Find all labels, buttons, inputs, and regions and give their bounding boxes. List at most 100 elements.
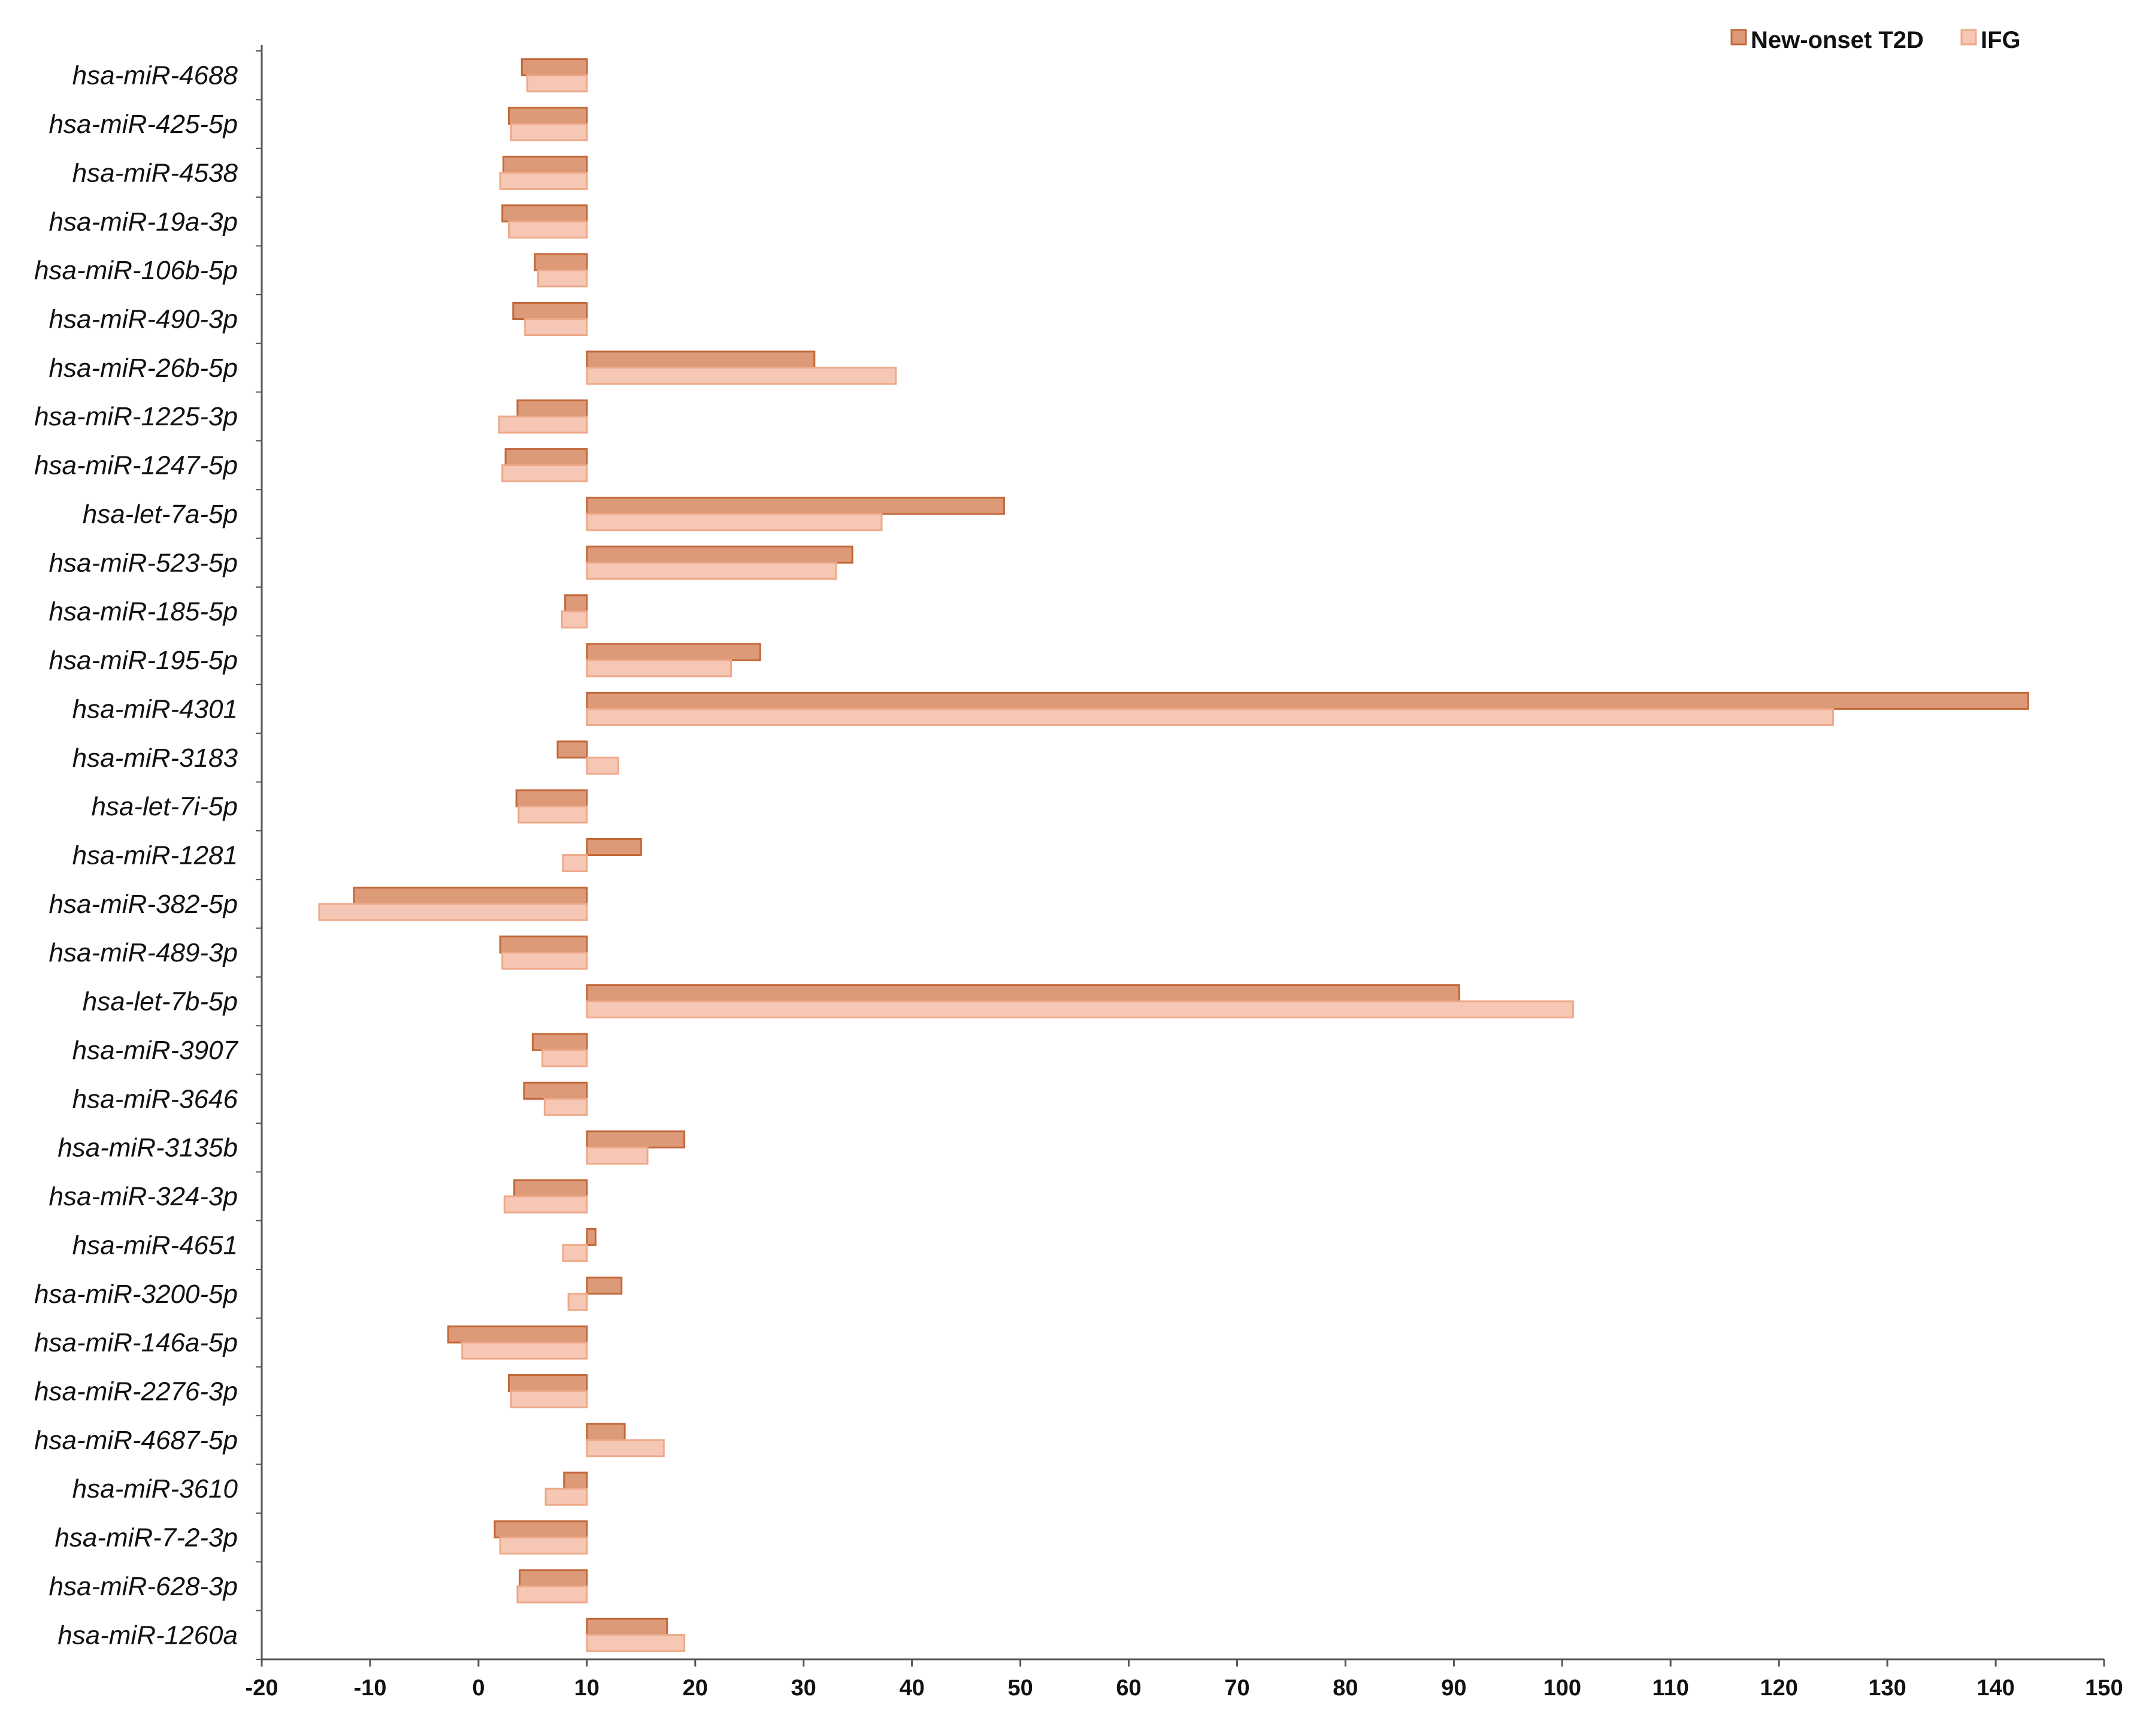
bar-ifg-hsa-mir-3646	[543, 1097, 588, 1116]
x-tick-label-40: 40	[899, 1675, 924, 1701]
bar-new-onset-t2d-hsa-mir-195-5p	[586, 643, 761, 661]
category-labels: hsa-miR-4688 hsa-miR-425-5p hsa-miR-4538 hs…	[34, 61, 238, 1650]
category-label-hsa-mir-425-5p: hsa-miR-425-5p	[49, 110, 238, 139]
bar-new-onset-t2d-hsa-mir-3646	[523, 1081, 588, 1100]
bar-new-onset-t2d-hsa-mir-490-3p	[512, 302, 588, 320]
bar-new-onset-t2d-hsa-mir-523-5p	[586, 545, 853, 564]
legend-swatch-new-onset-t2d	[1730, 29, 1747, 46]
category-label-hsa-mir-185-5p: hsa-miR-185-5p	[49, 597, 238, 627]
category-label-hsa-let-7a-5p: hsa-let-7a-5p	[83, 500, 238, 529]
legend-label-new-onset-t2d: New-onset T2D	[1751, 27, 1924, 53]
x-tick-label-50: 50	[1007, 1675, 1033, 1701]
category-label-hsa-mir-26b-5p: hsa-miR-26b-5p	[49, 353, 238, 383]
category-label-hsa-mir-628-3p: hsa-miR-628-3p	[49, 1572, 238, 1601]
bar-new-onset-t2d-hsa-mir-1225-3p	[516, 399, 588, 418]
category-label-hsa-mir-146a-5p: hsa-miR-146a-5p	[34, 1328, 238, 1357]
bar-ifg-hsa-mir-3200-5p	[567, 1293, 588, 1311]
x-tick-label-110: 110	[1652, 1675, 1689, 1701]
category-label-hsa-mir-4651: hsa-miR-4651	[72, 1230, 238, 1260]
x-tick-label-10: 10	[574, 1675, 600, 1701]
category-label-hsa-let-7i-5p: hsa-let-7i-5p	[91, 792, 238, 821]
category-label-hsa-mir-3610: hsa-miR-3610	[72, 1474, 238, 1504]
category-label-hsa-mir-3200-5p: hsa-miR-3200-5p	[34, 1280, 238, 1309]
x-tick-label-20: 20	[683, 1675, 708, 1701]
bar-new-onset-t2d-hsa-mir-146a-5p	[447, 1325, 588, 1344]
category-label-hsa-mir-4301: hsa-miR-4301	[72, 694, 238, 724]
category-label-hsa-mir-382-5p: hsa-miR-382-5p	[49, 890, 238, 919]
axes-layer	[256, 45, 2104, 1661]
category-label-hsa-mir-195-5p: hsa-miR-195-5p	[49, 646, 238, 675]
bar-new-onset-t2d-hsa-mir-4301	[586, 691, 2029, 710]
category-label-hsa-mir-7-2-3p: hsa-miR-7-2-3p	[55, 1523, 238, 1553]
bar-new-onset-t2d-hsa-mir-7-2-3p	[494, 1520, 588, 1539]
category-label-hsa-mir-1247-5p: hsa-miR-1247-5p	[34, 451, 238, 480]
bar-new-onset-t2d-hsa-mir-4687-5p	[586, 1423, 626, 1441]
legend-label-ifg: IFG	[1981, 27, 2021, 53]
category-label-hsa-mir-4538: hsa-miR-4538	[72, 158, 238, 187]
x-tick-label-120: 120	[1760, 1675, 1797, 1701]
category-label-hsa-mir-3135b: hsa-miR-3135b	[57, 1133, 238, 1163]
bar-ifg-hsa-mir-146a-5p	[461, 1341, 588, 1360]
category-label-hsa-mir-324-3p: hsa-miR-324-3p	[49, 1182, 238, 1211]
category-label-hsa-mir-2276-3p: hsa-miR-2276-3p	[34, 1377, 238, 1407]
x-tick-label-130: 130	[1868, 1675, 1906, 1701]
bar-new-onset-t2d-hsa-mir-26b-5p	[586, 350, 816, 369]
bar-ifg-hsa-mir-4687-5p	[586, 1439, 665, 1457]
category-label-hsa-mir-3646: hsa-miR-3646	[72, 1084, 238, 1114]
legend: New-onset T2D IFG	[1730, 27, 2021, 53]
bar-ifg-hsa-mir-195-5p	[586, 659, 732, 678]
category-label-hsa-mir-4687-5p: hsa-miR-4687-5p	[34, 1426, 238, 1455]
bar-ifg-hsa-mir-106b-5p	[537, 269, 588, 288]
bar-new-onset-t2d-hsa-mir-324-3p	[513, 1179, 588, 1197]
x-tick-label-150: 150	[2085, 1675, 2123, 1701]
category-label-hsa-mir-106b-5p: hsa-miR-106b-5p	[34, 256, 238, 285]
bar-ifg-hsa-mir-4538	[499, 171, 588, 190]
bar-new-onset-t2d-hsa-mir-1281	[586, 838, 642, 856]
bar-ifg-hsa-mir-3610	[544, 1487, 588, 1506]
bar-ifg-hsa-mir-1281	[562, 854, 588, 872]
bar-ifg-hsa-let-7i-5p	[517, 805, 588, 824]
bar-ifg-hsa-mir-3907	[541, 1049, 588, 1067]
bar-ifg-hsa-mir-523-5p	[586, 561, 837, 580]
x-tick-label-100: 100	[1543, 1675, 1581, 1701]
bar-ifg-hsa-mir-1247-5p	[501, 464, 588, 483]
category-label-hsa-mir-1225-3p: hsa-miR-1225-3p	[34, 402, 238, 431]
bar-ifg-hsa-mir-490-3p	[524, 318, 588, 336]
bar-new-onset-t2d-hsa-mir-628-3p	[519, 1569, 588, 1587]
category-label-hsa-mir-523-5p: hsa-miR-523-5p	[49, 548, 238, 577]
x-tick-label-0: 0	[472, 1675, 485, 1701]
bar-ifg-hsa-let-7a-5p	[586, 513, 883, 531]
bar-new-onset-t2d-hsa-mir-1247-5p	[504, 448, 588, 467]
bar-ifg-hsa-let-7b-5p	[586, 1000, 1574, 1019]
x-tick-label-140: 140	[1977, 1675, 2014, 1701]
bar-ifg-hsa-mir-7-2-3p	[499, 1537, 588, 1555]
bar-ifg-hsa-mir-3135b	[586, 1147, 649, 1165]
x-tick-label-70: 70	[1224, 1675, 1249, 1701]
bar-new-onset-t2d-hsa-mir-3610	[563, 1471, 588, 1490]
bar-ifg-hsa-mir-3183	[586, 757, 619, 775]
bar-new-onset-t2d-hsa-mir-489-3p	[499, 935, 588, 954]
bar-new-onset-t2d-hsa-let-7i-5p	[515, 789, 588, 807]
bar-new-onset-t2d-hsa-mir-3135b	[586, 1130, 686, 1149]
category-label-hsa-let-7b-5p: hsa-let-7b-5p	[83, 987, 238, 1017]
legend-swatch-ifg	[1960, 29, 1977, 46]
bar-ifg-hsa-mir-4688	[526, 74, 588, 93]
bar-ifg-hsa-mir-1260a	[586, 1634, 686, 1652]
bar-ifg-hsa-mir-489-3p	[501, 951, 588, 970]
category-label-hsa-mir-3907: hsa-miR-3907	[72, 1036, 239, 1065]
category-label-hsa-mir-3183: hsa-miR-3183	[72, 743, 238, 773]
bar-new-onset-t2d-hsa-mir-4651	[586, 1227, 597, 1246]
bar-new-onset-t2d-hsa-mir-19a-3p	[501, 204, 588, 223]
bar-new-onset-t2d-hsa-mir-382-5p	[353, 887, 588, 905]
bar-new-onset-t2d-hsa-mir-4538	[503, 155, 588, 174]
x-tick-label-10: -10	[353, 1675, 386, 1701]
bar-new-onset-t2d-hsa-mir-3200-5p	[586, 1277, 623, 1295]
category-label-hsa-mir-1260a: hsa-miR-1260a	[57, 1620, 238, 1650]
category-label-hsa-mir-19a-3p: hsa-miR-19a-3p	[49, 207, 238, 237]
category-label-hsa-mir-1281: hsa-miR-1281	[72, 841, 238, 870]
x-tick-label-30: 30	[791, 1675, 816, 1701]
bar-new-onset-t2d-hsa-mir-2276-3p	[508, 1374, 588, 1392]
bar-new-onset-t2d-hsa-mir-425-5p	[508, 107, 588, 125]
bar-new-onset-t2d-hsa-mir-185-5p	[564, 594, 588, 613]
